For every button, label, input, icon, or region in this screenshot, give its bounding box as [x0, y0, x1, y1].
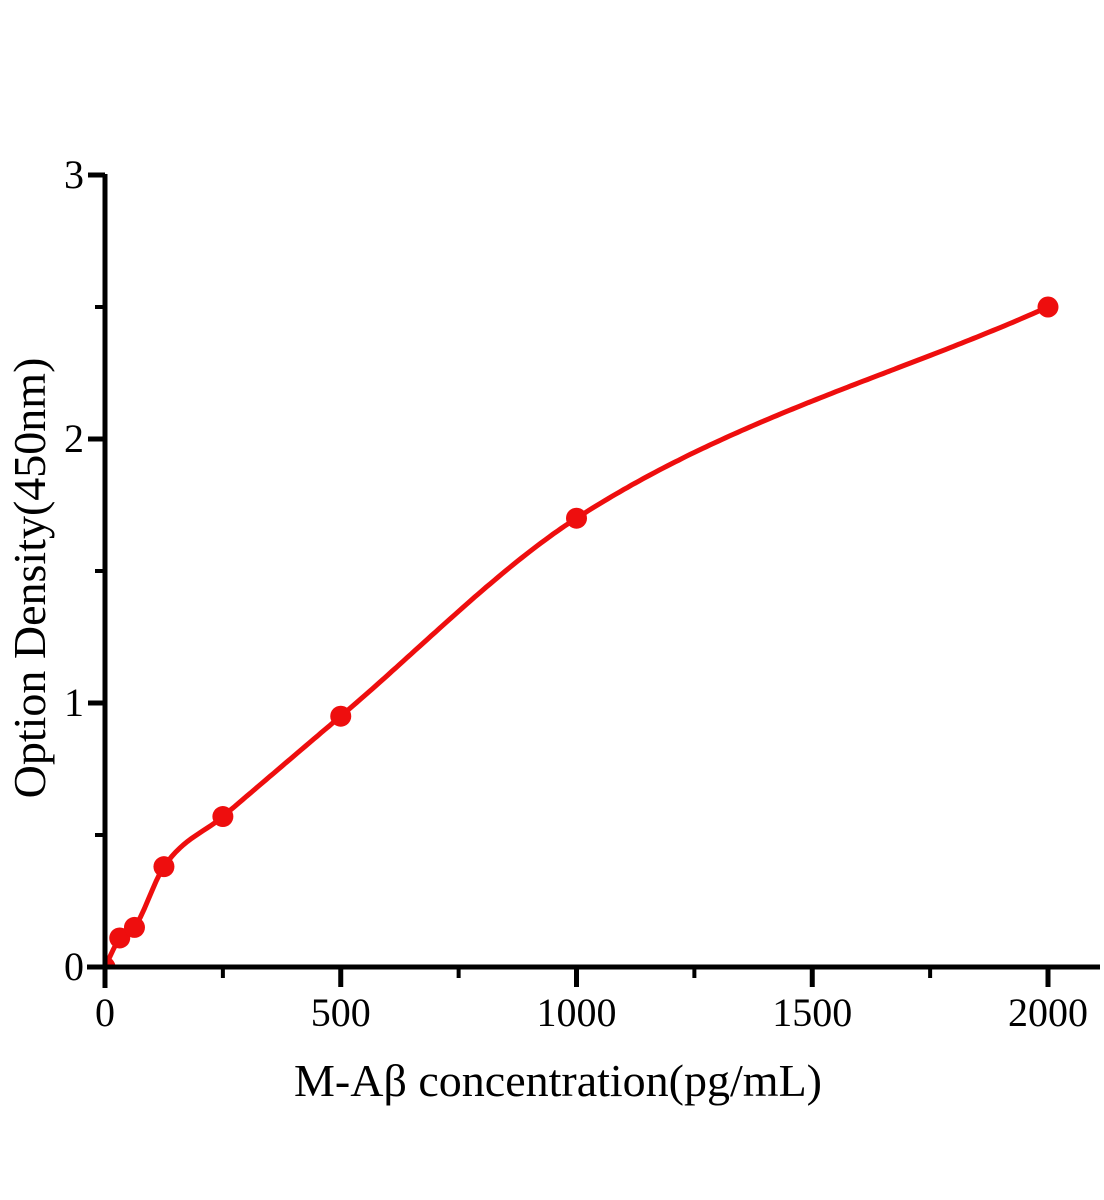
y-axis-title: Option Density(450nm)	[4, 357, 55, 799]
data-point	[566, 507, 587, 529]
x-tick-label: 1500	[772, 990, 852, 1035]
data-point	[153, 856, 175, 878]
y-tick-label: 1	[64, 680, 84, 725]
x-tick-label: 2000	[1008, 990, 1088, 1035]
x-tick-label: 1000	[537, 990, 617, 1035]
x-tick-label: 0	[95, 990, 115, 1035]
data-point	[212, 806, 234, 828]
y-tick-label: 0	[64, 944, 84, 989]
x-tick-label: 500	[311, 990, 371, 1035]
data-point	[123, 916, 145, 938]
data-point	[109, 927, 131, 949]
data-point	[1037, 296, 1059, 318]
data-point	[107, 956, 116, 965]
fit-curve	[107, 304, 1051, 965]
data-point	[330, 705, 352, 727]
y-tick-label: 2	[64, 416, 84, 461]
y-tick-label: 3	[64, 152, 84, 197]
data-layer	[107, 296, 1059, 965]
x-axis-title: M-Aβ concentration(pg/mL)	[294, 1055, 822, 1106]
